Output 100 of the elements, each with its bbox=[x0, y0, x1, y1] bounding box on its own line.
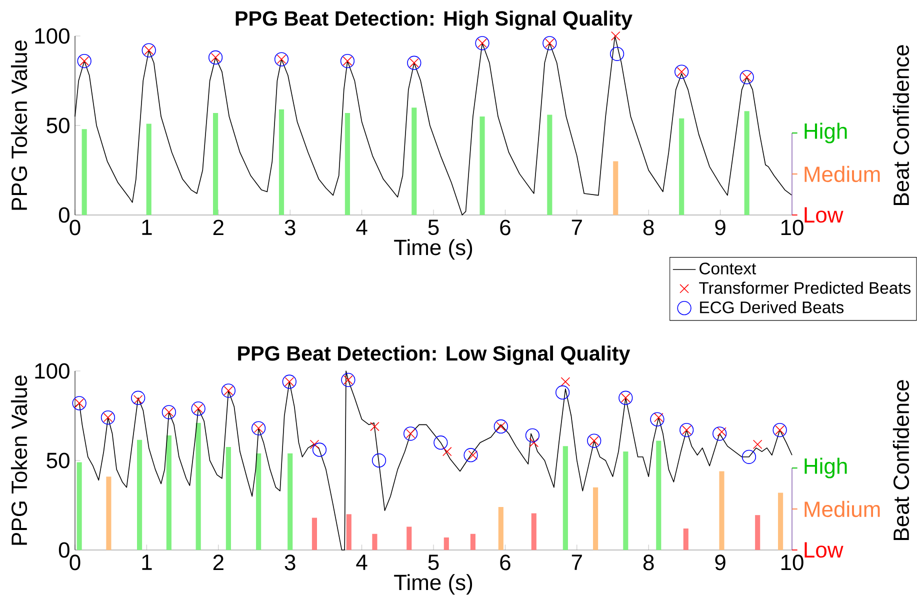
point bbox=[618, 390, 633, 405]
x-tick-label: 5 bbox=[428, 220, 439, 236]
y-axis-title: PPG Token Value bbox=[10, 375, 28, 545]
point bbox=[282, 374, 296, 389]
x-tick-label: 10 bbox=[781, 220, 804, 236]
point bbox=[674, 64, 689, 79]
point bbox=[191, 402, 206, 416]
point bbox=[312, 442, 327, 457]
text: Medium bbox=[804, 166, 880, 182]
bar bbox=[372, 534, 378, 550]
point bbox=[372, 453, 386, 468]
y-tick-label: 100 bbox=[35, 363, 70, 379]
bar bbox=[531, 513, 536, 550]
point bbox=[560, 377, 570, 386]
x-tick-label: 8 bbox=[643, 554, 654, 570]
bar bbox=[498, 507, 504, 550]
point bbox=[529, 438, 539, 448]
x-tick-label: 6 bbox=[500, 554, 510, 570]
bar bbox=[613, 161, 618, 215]
y-tick-label: 0 bbox=[58, 207, 70, 223]
point bbox=[251, 421, 266, 436]
text: Low bbox=[804, 207, 844, 223]
x-tick-label: 0 bbox=[70, 220, 80, 236]
x-tick-label: 4 bbox=[356, 554, 368, 570]
bar bbox=[278, 109, 284, 215]
bar bbox=[480, 116, 485, 215]
x-tick-label: 0 bbox=[70, 554, 80, 570]
bar bbox=[683, 528, 688, 550]
x-tick-label: 2 bbox=[213, 554, 224, 570]
y-axis-title: PPG Token Value bbox=[10, 40, 28, 210]
bar bbox=[444, 537, 449, 550]
point bbox=[542, 36, 557, 50]
x-tick-label: 3 bbox=[284, 554, 296, 570]
point bbox=[650, 412, 664, 426]
bar bbox=[76, 462, 82, 550]
bar bbox=[106, 476, 112, 550]
text: Low bbox=[804, 542, 844, 558]
x-tick-label: 4 bbox=[356, 220, 368, 235]
text: High bbox=[804, 458, 847, 478]
bar bbox=[470, 534, 476, 550]
point bbox=[740, 70, 754, 84]
x-axis-title: Time (s) bbox=[394, 239, 472, 260]
point bbox=[442, 446, 452, 456]
point bbox=[341, 372, 356, 388]
point bbox=[370, 422, 380, 432]
bar bbox=[226, 447, 231, 550]
point bbox=[742, 450, 756, 464]
x-tick-label: 1 bbox=[142, 554, 152, 570]
bar bbox=[562, 446, 568, 550]
point bbox=[464, 448, 478, 462]
point bbox=[403, 426, 418, 441]
x-tick-label: 6 bbox=[500, 220, 510, 236]
bar bbox=[344, 112, 350, 215]
bar bbox=[196, 422, 201, 550]
line-series bbox=[74, 370, 792, 550]
point bbox=[494, 419, 508, 434]
legend-label: ECG Derived Beats bbox=[700, 301, 844, 314]
point bbox=[72, 396, 86, 410]
legend-label: Context bbox=[700, 262, 756, 274]
bar bbox=[656, 440, 662, 550]
legend-label: Transformer Predicted Beats bbox=[699, 282, 911, 294]
point bbox=[77, 54, 92, 68]
bar bbox=[623, 452, 628, 550]
y-tick-label: 50 bbox=[46, 118, 70, 134]
point bbox=[407, 56, 422, 70]
bar bbox=[755, 515, 760, 550]
point bbox=[587, 434, 602, 448]
point bbox=[680, 422, 694, 438]
bar bbox=[412, 108, 417, 215]
point bbox=[475, 36, 490, 50]
bar bbox=[146, 124, 152, 215]
line-series bbox=[74, 36, 792, 216]
x-tick-label: 2 bbox=[213, 220, 224, 236]
bar bbox=[679, 118, 684, 215]
point bbox=[556, 385, 570, 400]
bar bbox=[346, 514, 352, 550]
x-tick-label: 5 bbox=[428, 554, 439, 570]
point bbox=[142, 43, 156, 58]
point bbox=[525, 428, 540, 442]
bar bbox=[406, 526, 412, 550]
point bbox=[752, 440, 762, 450]
point bbox=[274, 52, 289, 66]
bar bbox=[213, 112, 218, 215]
point bbox=[712, 426, 727, 441]
bar bbox=[166, 435, 172, 550]
bar bbox=[778, 492, 784, 550]
bar bbox=[744, 111, 750, 215]
bar bbox=[256, 453, 262, 550]
point bbox=[610, 31, 620, 41]
bar bbox=[137, 440, 142, 550]
x-tick-label: 3 bbox=[284, 220, 296, 236]
text: Medium bbox=[804, 500, 880, 518]
point bbox=[772, 422, 787, 438]
point bbox=[310, 440, 320, 450]
bar bbox=[719, 471, 724, 550]
point bbox=[610, 46, 624, 61]
x-tick-label: 8 bbox=[643, 220, 654, 236]
y2-axis-title: Beat Confidence bbox=[892, 45, 910, 206]
point bbox=[434, 436, 448, 450]
bar bbox=[547, 114, 552, 215]
